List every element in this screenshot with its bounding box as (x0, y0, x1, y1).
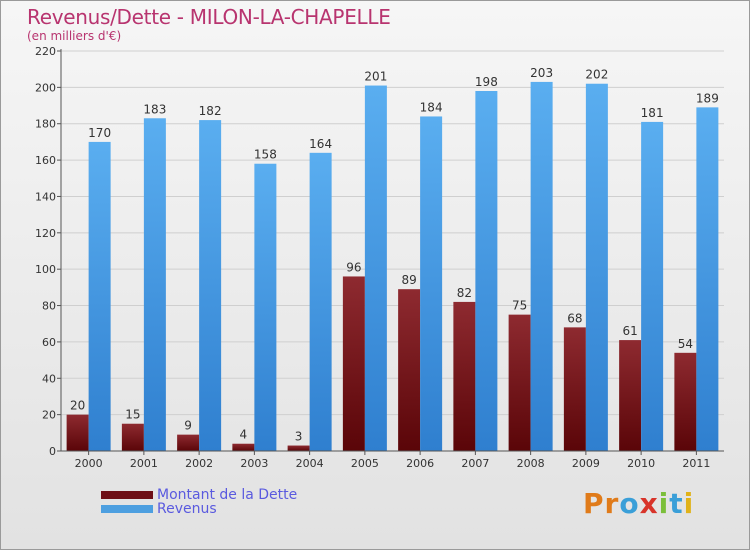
x-tick-label: 2005 (351, 457, 379, 470)
legend-item-dette: Montant de la Dette (101, 487, 297, 503)
legend-label-revenus: Revenus (157, 501, 217, 517)
grid-lines (61, 50, 724, 416)
x-tick-label: 2009 (572, 457, 600, 470)
data-label-dette: 15 (125, 408, 140, 422)
data-label-dette: 4 (240, 428, 248, 442)
bar-dette (342, 276, 365, 451)
data-label-revenus: 198 (475, 75, 498, 89)
bar-dette (177, 434, 200, 451)
bar-dette (66, 414, 89, 451)
y-tick-label: 180 (35, 118, 56, 131)
logo-letter: P (583, 487, 605, 520)
bar-dette (563, 327, 586, 451)
bar-revenus (585, 83, 608, 452)
data-label-revenus: 183 (143, 102, 166, 116)
y-tick-label: 0 (49, 445, 56, 458)
data-label-dette: 75 (512, 299, 527, 313)
logo-letter: i (658, 487, 670, 520)
y-tick-label: 60 (42, 336, 56, 349)
x-tick-label: 2002 (185, 457, 213, 470)
data-label-revenus: 182 (199, 104, 222, 118)
data-label-revenus: 164 (309, 137, 332, 151)
data-label-revenus: 158 (254, 148, 277, 162)
bar-dette (398, 289, 421, 451)
logo-letter: o (619, 487, 640, 520)
bar-revenus (143, 118, 166, 451)
bar-revenus (420, 116, 443, 452)
chart-subtitle: (en milliers d'€) (27, 29, 122, 43)
bar-dette (674, 352, 697, 451)
y-tick-label: 140 (35, 190, 56, 203)
y-tick-label: 220 (35, 45, 56, 58)
axes (57, 49, 724, 455)
y-tick-label: 20 (42, 409, 56, 422)
legend-swatch-revenus (101, 505, 153, 513)
x-tick-label: 2007 (461, 457, 489, 470)
bar-revenus (254, 163, 277, 451)
data-label-dette: 3 (295, 430, 303, 444)
y-tick-label: 200 (35, 81, 56, 94)
logo-letter: t (669, 487, 684, 520)
chart-title: Revenus/Dette - MILON-LA-CHAPELLE (27, 5, 391, 29)
data-label-revenus: 189 (696, 91, 719, 105)
data-label-revenus: 184 (420, 100, 443, 114)
y-axis-ticks: 0 20 40 60 80 100 120 140 160 180 200 220 (35, 45, 56, 458)
logo-letter: i (683, 487, 695, 520)
data-label-revenus: 170 (88, 126, 111, 140)
data-label-dette: 20 (70, 399, 85, 413)
logo-letter: r (604, 487, 620, 520)
bar-revenus (88, 141, 111, 451)
bar-dette (508, 314, 531, 451)
data-label-dette: 89 (401, 273, 416, 287)
bar-revenus (696, 107, 719, 451)
data-label-dette: 82 (457, 286, 472, 300)
data-label-dette: 54 (678, 337, 693, 351)
bar-dette (453, 301, 476, 451)
legend-swatch-dette (101, 491, 153, 499)
y-tick-label: 100 (35, 263, 56, 276)
bar-revenus (475, 91, 498, 451)
data-labels: 20 170 15 183 9 182 4 158 3 164 96 201 89 184 82 198 75 2… (70, 66, 719, 444)
bar-dette (121, 423, 144, 451)
bar-dette (287, 445, 310, 451)
y-tick-label: 160 (35, 154, 56, 167)
data-label-revenus: 181 (641, 106, 664, 120)
legend-label-dette: Montant de la Dette (157, 487, 298, 503)
data-label-dette: 61 (622, 324, 637, 338)
bars (66, 81, 719, 452)
x-tick-label: 2003 (240, 457, 268, 470)
logo-letter: x (639, 487, 659, 520)
x-tick-label: 2004 (296, 457, 324, 470)
y-tick-label: 40 (42, 372, 56, 385)
data-label-revenus: 202 (585, 68, 608, 82)
x-axis-ticks: 2000 2001 2002 2003 2004 2005 2006 2007 2008 2009… (75, 457, 711, 470)
bar-revenus (530, 81, 553, 451)
x-tick-label: 2001 (130, 457, 158, 470)
bar-revenus (364, 85, 387, 451)
legend-item-revenus: Revenus (101, 501, 217, 517)
data-label-dette: 96 (346, 260, 361, 274)
data-label-dette: 9 (184, 419, 192, 433)
bar-revenus (309, 152, 332, 451)
x-tick-label: 2006 (406, 457, 434, 470)
y-tick-label: 80 (42, 300, 56, 313)
data-label-revenus: 203 (530, 66, 553, 80)
bar-dette (232, 443, 255, 451)
x-tick-label: 2011 (682, 457, 710, 470)
x-tick-label: 2008 (517, 457, 545, 470)
bar-revenus (641, 121, 664, 451)
bar-revenus (199, 120, 222, 451)
proxiti-logo: Proxiti (583, 487, 694, 520)
x-tick-label: 2000 (75, 457, 103, 470)
data-label-revenus: 201 (364, 70, 387, 84)
y-tick-label: 120 (35, 227, 56, 240)
data-label-dette: 68 (567, 311, 582, 325)
bar-dette (619, 340, 642, 451)
x-tick-label: 2010 (627, 457, 655, 470)
